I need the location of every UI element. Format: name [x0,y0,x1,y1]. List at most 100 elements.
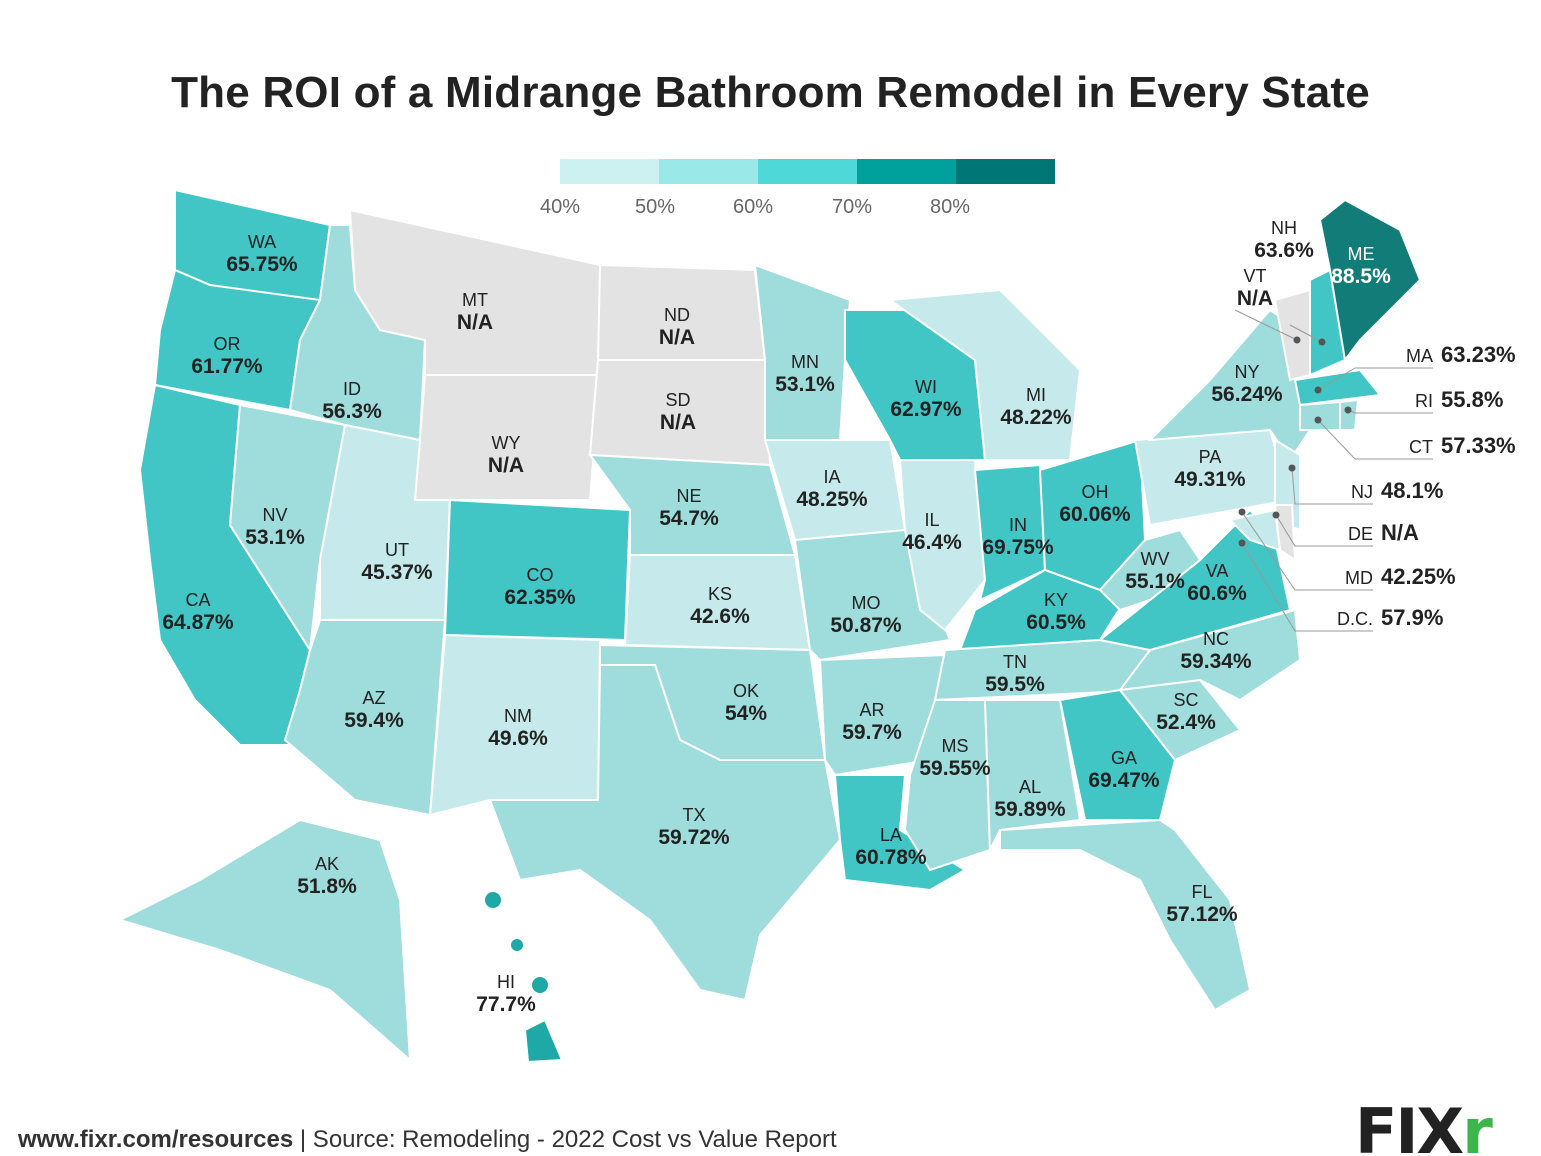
state-abbr: VA [1205,561,1229,581]
state-label-mn: MN 53.1% [775,352,835,397]
state-label-ky: KY 60.5% [1026,590,1086,635]
legend-swatch-40 [560,159,659,184]
state-callout-ma: MA 63.23% [1385,342,1516,368]
state-label-nc: NC 59.34% [1180,629,1251,674]
state-label-ut: UT 45.37% [361,540,432,585]
state-label-ga: GA 69.47% [1088,748,1159,793]
leader-dot [1238,539,1246,547]
state-label-ar: AR 59.7% [842,700,902,745]
state-abbr: NC [1202,629,1229,649]
state-ak [117,818,412,1063]
state-abbr: IL [924,510,940,530]
state-fl [999,818,1252,1012]
state-abbr: NE [676,486,702,506]
legend-swatch-50 [659,159,758,184]
state-value: 59.55% [919,756,991,780]
state-abbr: IN [1008,515,1027,535]
state-abbr: ME [1347,244,1375,264]
state-hi-island [511,939,523,951]
state-value: 69.75% [982,535,1054,559]
state-value: 53.1% [775,372,835,396]
page-title: The ROI of a Midrange Bathroom Remodel i… [171,68,1370,117]
leader-dot [1344,406,1352,414]
leader-dot [1272,511,1280,519]
state-hi [523,1018,564,1064]
state-hi-island [485,892,501,908]
state-abbr: TN [1002,652,1027,672]
state-abbr: AR [859,700,885,720]
state-value: 59.7% [842,720,902,744]
state-callout-nj: NJ 48.1% [1325,478,1443,504]
state-abbr: OR [213,334,241,354]
state-label-ny: NY 56.24% [1211,362,1282,407]
state-value: 64.87% [162,610,234,634]
leader-line [1289,324,1323,343]
state-label-in: IN 69.75% [982,515,1053,560]
state-label-mi: MI 48.22% [1000,385,1071,430]
state-nc [1117,608,1302,702]
state-label-la: LA 60.78% [855,825,926,870]
state-abbr: IA [823,467,841,487]
state-abbr: MO [851,593,881,613]
state-value: 77.7% [476,992,536,1016]
leader-line [1241,542,1373,632]
state-abbr: UT [384,540,409,560]
state-value: 49.31% [1174,467,1246,491]
leader-line [1317,419,1433,460]
state-value: 60.5% [1026,610,1086,634]
state-label-ca: CA 64.87% [162,590,233,635]
state-callout-ct: CT 57.33% [1385,433,1516,459]
state-value: 55.8% [1441,387,1504,412]
state-value: 59.89% [994,797,1066,821]
leader-line [1317,367,1433,391]
leader-line [1241,511,1373,591]
color-legend [560,159,1055,184]
legend-swatch-60 [758,159,857,184]
leader-dot [1314,386,1322,394]
state-abbr: AL [1018,777,1042,797]
state-ma [1293,368,1382,407]
state-label-va: VA 60.6% [1187,561,1247,606]
state-label-az: AZ 59.4% [344,688,404,733]
state-abbr: KY [1043,590,1069,610]
state-value: 45.37% [361,560,433,584]
state-label-oh: OH 60.06% [1059,482,1130,527]
legend-label: 70% [832,196,873,218]
state-value: 48.25% [796,487,868,511]
state-value: N/A [659,410,697,434]
state-abbr: SC [1173,690,1199,710]
state-abbr: VT [1243,266,1267,286]
footer-url[interactable]: www.fixr.com/resources [18,1126,294,1153]
state-abbr: WY [491,433,521,453]
state-abbr: TX [682,805,706,825]
state-callout-dc: D.C. 57.9% [1325,605,1443,631]
state-ri [1339,398,1360,431]
source-footer: www.fixr.com/resources | Source: Remodel… [18,1126,837,1154]
state-label-wy: WY N/A [488,433,524,478]
state-label-tn: TN 59.5% [985,652,1045,697]
state-value: 51.8% [297,874,357,898]
state-value: N/A [487,453,525,477]
state-de [1273,504,1297,562]
state-abbr: MA [1406,346,1433,366]
state-value: 57.33% [1441,433,1516,458]
legend-swatch-80 [956,159,1055,184]
state-in [973,463,1047,602]
state-label-al: AL 59.89% [994,777,1065,822]
state-label-ia: IA 48.25% [796,467,867,512]
state-abbr: MN [790,352,819,372]
state-label-il: IL 46.4% [902,510,962,555]
state-abbr: MS [941,736,969,756]
state-az [283,619,447,817]
state-abbr: HI [496,972,515,992]
state-label-nh: NH 63.6% [1254,218,1314,263]
state-abbr: NH [1270,218,1297,238]
legend-label: 40% [540,196,581,218]
state-value: 62.35% [504,585,576,609]
state-label-nv: NV 53.1% [245,505,305,550]
state-value: 48.1% [1381,478,1444,503]
state-abbr: D.C. [1337,609,1373,629]
state-abbr: OK [732,681,759,701]
